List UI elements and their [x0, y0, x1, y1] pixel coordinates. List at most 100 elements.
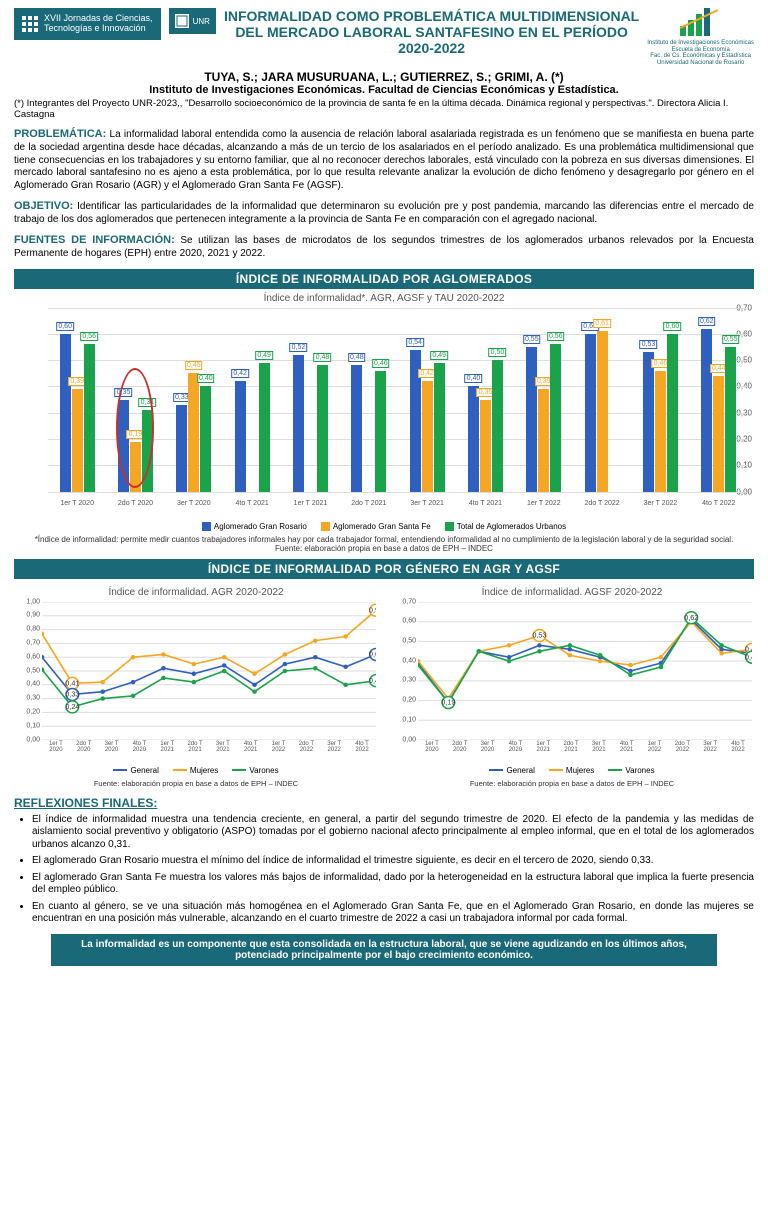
unr-badge: UNR [169, 8, 216, 34]
x-label: 1er T 2022 [265, 741, 293, 754]
authors: TUYA, S.; JARA MUSURUANA, L.; GUTIERREZ,… [14, 70, 754, 84]
y-tick: 0,00 [402, 736, 416, 743]
y-tick: 0,40 [402, 657, 416, 664]
line-legend-right: GeneralMujeresVarones [390, 766, 754, 775]
x-label: 2do T 2020 [446, 741, 474, 754]
bar: 0,49 [434, 363, 445, 492]
bar-value-label: 0,40 [465, 374, 483, 383]
bar-value-label: 0,49 [255, 351, 273, 360]
bar-legend: Aglomerado Gran Rosario Aglomerado Gran S… [14, 522, 754, 531]
bar-value-label: 0,35 [115, 388, 133, 397]
lead-problematica: PROBLEMÁTICA: [14, 128, 106, 140]
section-fuentes: FUENTES DE INFORMACIÓN: Se utilizan las … [14, 234, 754, 260]
x-label: 1er T 2021 [153, 741, 181, 754]
legend-item: Aglomerado Gran Santa Fe [321, 522, 431, 531]
x-label: 1er T 2020 [418, 741, 446, 754]
bar: 0,48 [351, 365, 362, 491]
x-label: 2do T 2022 [668, 741, 696, 754]
bar: 0,60 [667, 334, 678, 492]
reflexion-item: El aglomerado Gran Rosario muestra el mí… [32, 855, 754, 868]
x-label: 4to T 2021 [613, 741, 641, 754]
bar-group: 0,480,46 [340, 365, 398, 491]
bar: 0,56 [550, 344, 561, 491]
y-tick: 0,70 [26, 640, 40, 647]
section-objetivo: OBJETIVO: Identificar las particularidad… [14, 200, 754, 226]
reflexion-item: El índice de informalidad muestra una te… [32, 814, 754, 852]
y-tick: 0,20 [402, 697, 416, 704]
bar-value-label: 0,50 [489, 348, 507, 357]
x-label: 1er T 2020 [42, 741, 70, 754]
y-tick: 0,60 [26, 653, 40, 660]
bar-value-label: 0,61 [593, 319, 611, 328]
x-label: 1er T 2021 [529, 741, 557, 754]
bar: 0,60 [585, 334, 596, 492]
legend-item: Varones [608, 766, 654, 775]
x-label: 3er T 2020 [165, 500, 223, 507]
bar: 0,33 [176, 405, 187, 492]
bar-group: 0,620,440,55 [690, 329, 748, 492]
point-label: 0,33 [65, 690, 79, 698]
header-row: XVII Jornadas de Ciencias, Tecnologías e… [14, 8, 754, 66]
bar-value-label: 0,56 [547, 332, 565, 341]
y-tick: 0,10 [402, 716, 416, 723]
bar-chart: 0,000,100,200,300,400,500,600,700,600,39… [14, 308, 754, 518]
reflexion-item: En cuanto al género, se ve una situación… [32, 901, 754, 926]
x-label: 1er T 2022 [641, 741, 669, 754]
bar-value-label: 0,48 [348, 353, 366, 362]
bar: 0,40 [200, 386, 211, 491]
bar-value-label: 0,53 [640, 340, 658, 349]
bar-group: 0,530,460,60 [631, 334, 689, 492]
bar-group: 0,40 0,350,50 [456, 360, 514, 491]
x-label: 2do T 2022 [292, 741, 320, 754]
x-label: 4to T 2022 [724, 741, 752, 754]
y-tick: 0,80 [26, 626, 40, 633]
bar-group: 0,330,450,40 [165, 373, 223, 491]
x-label: 3er T 2022 [696, 741, 724, 754]
bar: 0,50 [492, 360, 503, 491]
point-label: 0,53 [532, 631, 546, 639]
bar: 0,35 [480, 400, 491, 492]
line-chart-agsf: 0,000,100,200,300,400,500,600,700,190,53… [390, 602, 754, 762]
bar-group: 0,600,390,56 [48, 334, 106, 492]
bar: 0,44 [713, 376, 724, 492]
point-label: 0,42 [745, 653, 752, 661]
institute-logo: Instituto de Investigaciones Económicas … [647, 8, 754, 66]
bar-group: 0,420,49 [223, 363, 281, 492]
bar-value-label: 0,45 [185, 361, 203, 370]
bar-value-label: 0,60 [56, 322, 74, 331]
y-tick: 1,00 [26, 598, 40, 605]
y-tick: 0,20 [26, 709, 40, 716]
bar-value-label: 0,40 [197, 374, 215, 383]
reflexiones-title: REFLEXIONES FINALES: [14, 796, 754, 810]
bar: 0,39 [538, 389, 549, 492]
x-label: 2do T 2022 [573, 500, 631, 507]
x-label: 2do T 2021 [557, 741, 585, 754]
band-genero: ÍNDICE DE INFORMALIDAD POR GÉNERO EN AGR… [14, 559, 754, 579]
line-left-src: Fuente: elaboración propia en base a dat… [14, 779, 378, 788]
legend-item: Mujeres [173, 766, 218, 775]
bar: 0,39 [72, 389, 83, 492]
bar-chart-title: Índice de informalidad*. AGR, AGSF y TAU… [14, 293, 754, 304]
bar: 0,31 [142, 410, 153, 491]
section-problematica: PROBLEMÁTICA: La informalidad laboral en… [14, 128, 754, 192]
main-title: INFORMALIDAD COMO PROBLEMÁTICA MULTIDIME… [224, 8, 639, 56]
bar-group: 0,600,61 [573, 331, 631, 491]
y-tick: 0,40 [26, 681, 40, 688]
bar-value-label: 0,46 [372, 359, 390, 368]
x-label: 3er T 2020 [474, 741, 502, 754]
bar-footnote: *Índice de informalidad: permite medir c… [14, 535, 754, 553]
line-left-title: Índice de informalidad. AGR 2020-2022 [14, 587, 378, 598]
legend-item: General [113, 766, 158, 775]
x-label: 3er T 2022 [631, 500, 689, 507]
x-label: 3er T 2021 [398, 500, 456, 507]
bar: 0,45 [188, 373, 199, 491]
bar: 0,61 [597, 331, 608, 491]
band-aglomerados: ÍNDICE DE INFORMALIDAD POR AGLOMERADOS [14, 269, 754, 289]
bar: 0,19 [130, 442, 141, 492]
logo-caption: Instituto de Investigaciones Económicas … [647, 40, 754, 66]
lead-objetivo: OBJETIVO: [14, 200, 73, 212]
x-label: 2do T 2020 [106, 500, 164, 507]
legend-item: Aglomerado Gran Rosario [202, 522, 307, 531]
legend-item: General [489, 766, 534, 775]
author-note: (*) Integrantes del Proyecto UNR-2023,, … [14, 98, 754, 120]
